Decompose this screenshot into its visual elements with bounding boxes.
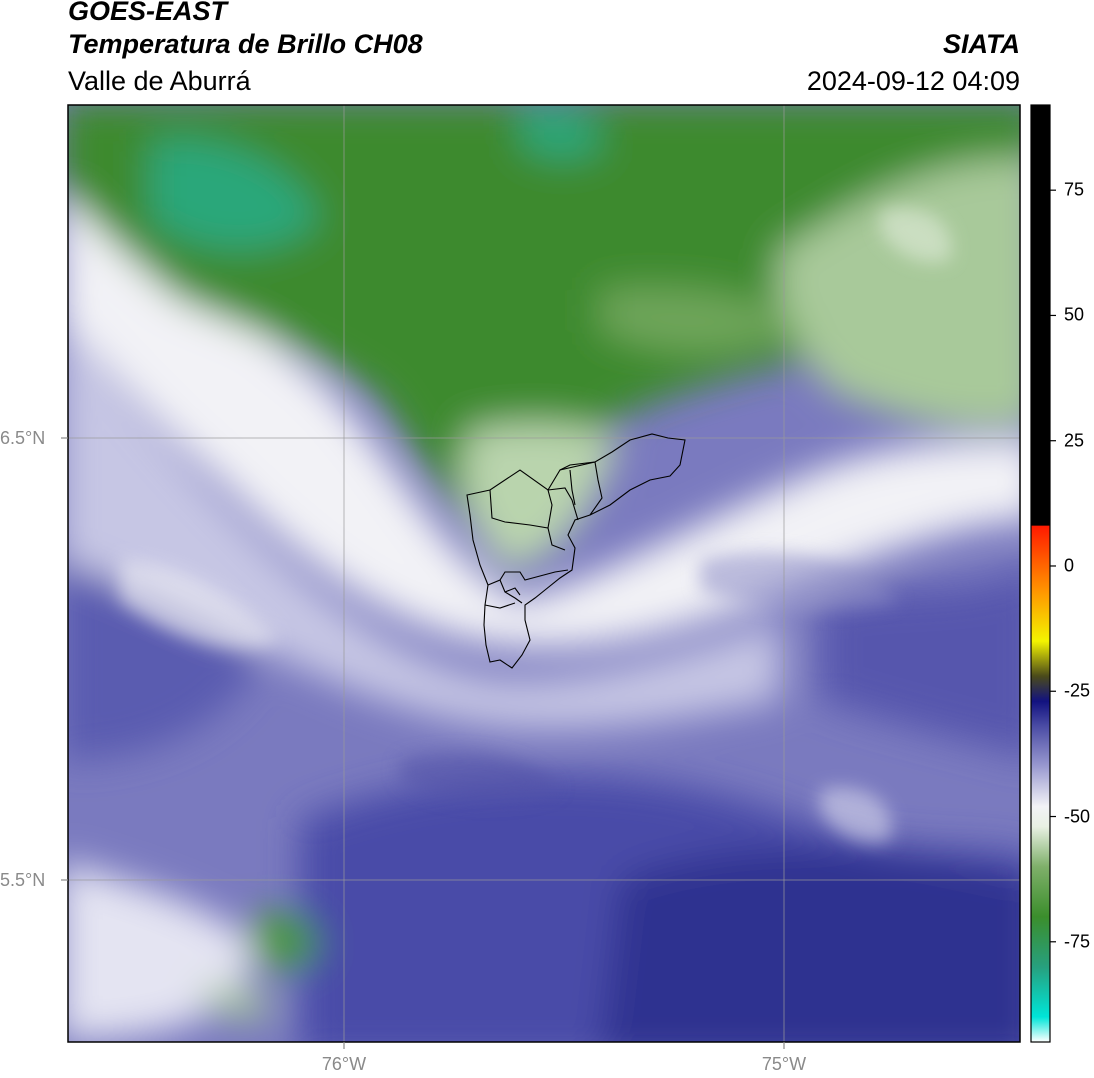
organization-label: SIATA (943, 29, 1020, 59)
brightness-temperature-field (68, 105, 1020, 1042)
lon-label-75w: 75°W (761, 1054, 807, 1074)
valle-aburra-boundaries (466, 433, 686, 669)
lon-label-76w: 76°W (321, 1054, 367, 1074)
colorbar-tick-label: 75 (1064, 179, 1085, 200)
colorbar-tick-label: -75 (1064, 931, 1091, 952)
product-title: Temperatura de Brillo CH08 (68, 29, 423, 59)
lat-label-6-5n: 6.5°N (0, 428, 46, 448)
colorbar-tick-label: -25 (1064, 680, 1091, 701)
colorbar-frame (1030, 104, 1051, 1043)
map-frame (67, 104, 1021, 1043)
colorbar-tick-label: 0 (1064, 555, 1075, 576)
colorbar-gradient (1031, 105, 1050, 1042)
colorbar (1030, 104, 1056, 1043)
lat-label-5-5n: 5.5°N (0, 870, 46, 890)
colorbar-tick-label: 50 (1064, 304, 1085, 325)
colorbar-tick-label: -50 (1064, 806, 1091, 827)
satellite-title: GOES-EAST (68, 0, 228, 26)
colorbar-tick-label: 25 (1064, 430, 1085, 451)
region-subtitle: Valle de Aburrá (68, 66, 251, 96)
datetime-label: 2024-09-12 04:09 (806, 66, 1020, 96)
